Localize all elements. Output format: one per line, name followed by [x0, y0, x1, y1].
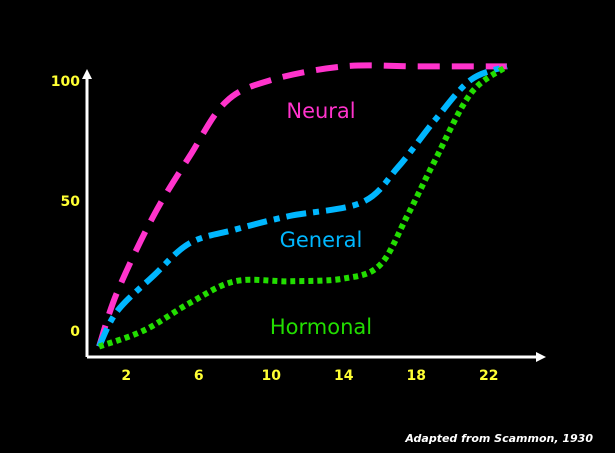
series-layer	[96, 62, 509, 350]
y-tick-label: 0	[70, 324, 80, 340]
x-tick-label: 6	[194, 368, 204, 384]
x-tick-label: 18	[407, 368, 426, 384]
x-tick-label: 14	[334, 368, 354, 384]
labels-layer: Neural General Hormonal	[270, 99, 372, 339]
series-label-neural: Neural	[286, 99, 355, 123]
y-axis-arrow-icon	[82, 69, 92, 79]
source-note: Adapted from Scammon, 1930	[405, 432, 593, 445]
y-tick-label: 50	[61, 194, 81, 210]
series-label-general: General	[280, 228, 363, 252]
series-line-general	[96, 63, 508, 348]
x-tick-label: 10	[262, 368, 282, 384]
series-label-hormonal: Hormonal	[270, 315, 372, 339]
axes: 2 6 10 14 18 22 0 50 100	[51, 69, 546, 384]
series-line-hormonal	[98, 63, 509, 350]
y-tick-label: 100	[51, 74, 80, 90]
x-tick-label: 22	[479, 368, 498, 384]
x-tick-label: 2	[121, 368, 131, 384]
x-axis-arrow-icon	[536, 352, 546, 362]
